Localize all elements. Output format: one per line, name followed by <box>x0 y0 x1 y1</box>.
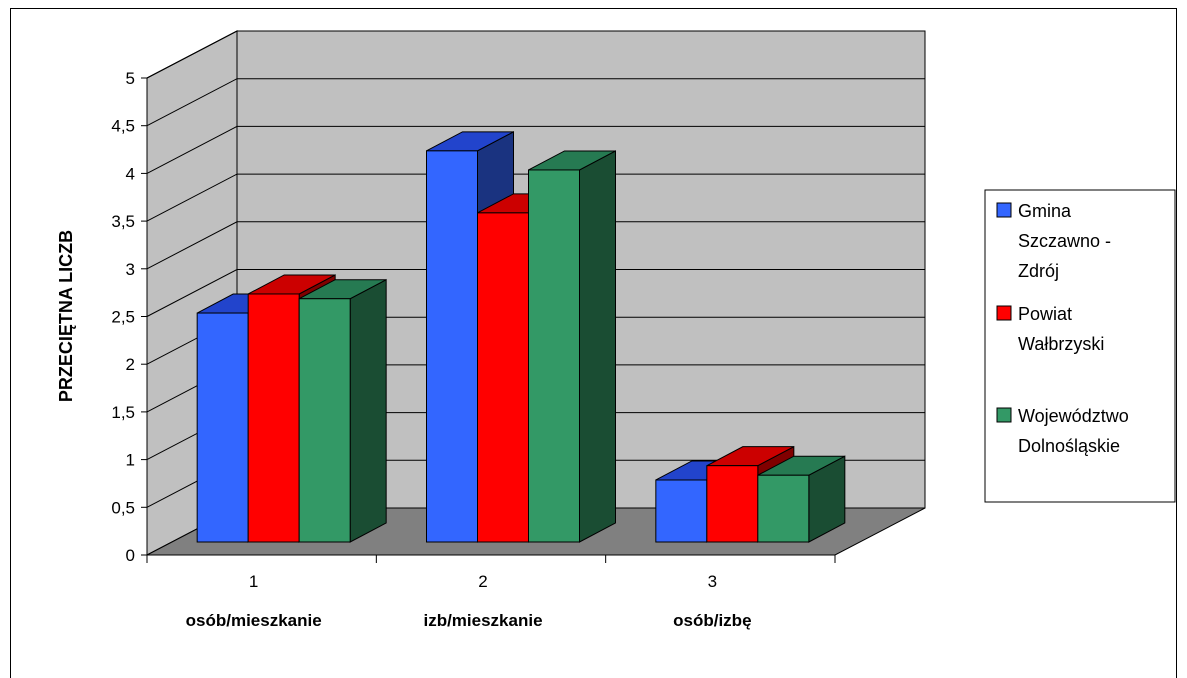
legend-label: Wałbrzyski <box>1018 334 1104 354</box>
legend: Gmina Szczawno - Zdrój Powiat Wałbrzyski Woje… <box>984 189 1176 503</box>
bar <box>757 455 846 543</box>
bar-front <box>477 212 529 543</box>
bar-front <box>655 479 708 543</box>
y-axis-label: PRZECIĘTNA LICZB <box>56 230 76 402</box>
x-category-label: izb/mieszkanie <box>423 611 542 630</box>
legend-swatch <box>996 305 1012 321</box>
y-tick-labels: 0 0,5 1 1,5 2 2,5 3 3,5 4 4,5 5 <box>111 69 135 565</box>
gridline <box>146 78 925 127</box>
y-tick-label: 1,5 <box>111 403 135 422</box>
bar-front <box>196 312 249 543</box>
legend-swatch <box>996 202 1012 218</box>
bar-front <box>426 150 478 543</box>
y-tick-label: 2 <box>126 355 135 374</box>
bar-front <box>757 474 810 543</box>
legend-label: Zdrój <box>1018 261 1059 281</box>
bar <box>298 278 387 543</box>
bars <box>196 131 846 543</box>
gridline <box>146 125 925 174</box>
bar-front <box>528 169 580 543</box>
x-category-label: osób/izbę <box>673 611 751 630</box>
x-category-label: osób/mieszkanie <box>186 611 322 630</box>
chart-frame <box>10 8 1177 678</box>
x-tick-label: 3 <box>708 572 717 591</box>
y-tick-label: 4 <box>126 164 135 183</box>
legend-label: Dolnośląskie <box>1018 436 1120 456</box>
legend-swatch <box>996 407 1012 423</box>
legend-label: Gmina <box>1018 201 1072 221</box>
legend-label: Powiat <box>1018 304 1072 324</box>
legend-label: Województwo <box>1018 406 1129 426</box>
y-tick-label: 3,5 <box>111 212 135 231</box>
y-tick-label: 0,5 <box>111 498 135 517</box>
legend-label: Szczawno - <box>1018 231 1111 251</box>
gridline <box>146 269 925 317</box>
x-tick-label: 2 <box>478 572 487 591</box>
bar-side <box>349 278 387 543</box>
axes <box>141 77 836 563</box>
gridline <box>146 173 925 222</box>
x-tick-label: 1 <box>249 572 258 591</box>
gridline <box>146 30 925 79</box>
y-tick-label: 3 <box>126 260 135 279</box>
bar-front <box>706 465 759 543</box>
gridline <box>146 221 925 270</box>
y-tick-label: 5 <box>126 69 135 88</box>
bar <box>528 150 616 543</box>
bar-front <box>298 298 351 543</box>
y-tick-label: 4,5 <box>111 117 135 136</box>
y-tick-label: 1 <box>126 451 135 470</box>
bar-side <box>579 150 616 543</box>
legend-box <box>984 189 1176 503</box>
y-tick-label: 0 <box>126 546 135 565</box>
bar-front <box>247 293 300 543</box>
y-tick-label: 2,5 <box>111 308 135 327</box>
x-tick-labels: 1 osób/mieszkanie 2 izb/mieszkanie 3 osób/izb… <box>186 572 752 630</box>
